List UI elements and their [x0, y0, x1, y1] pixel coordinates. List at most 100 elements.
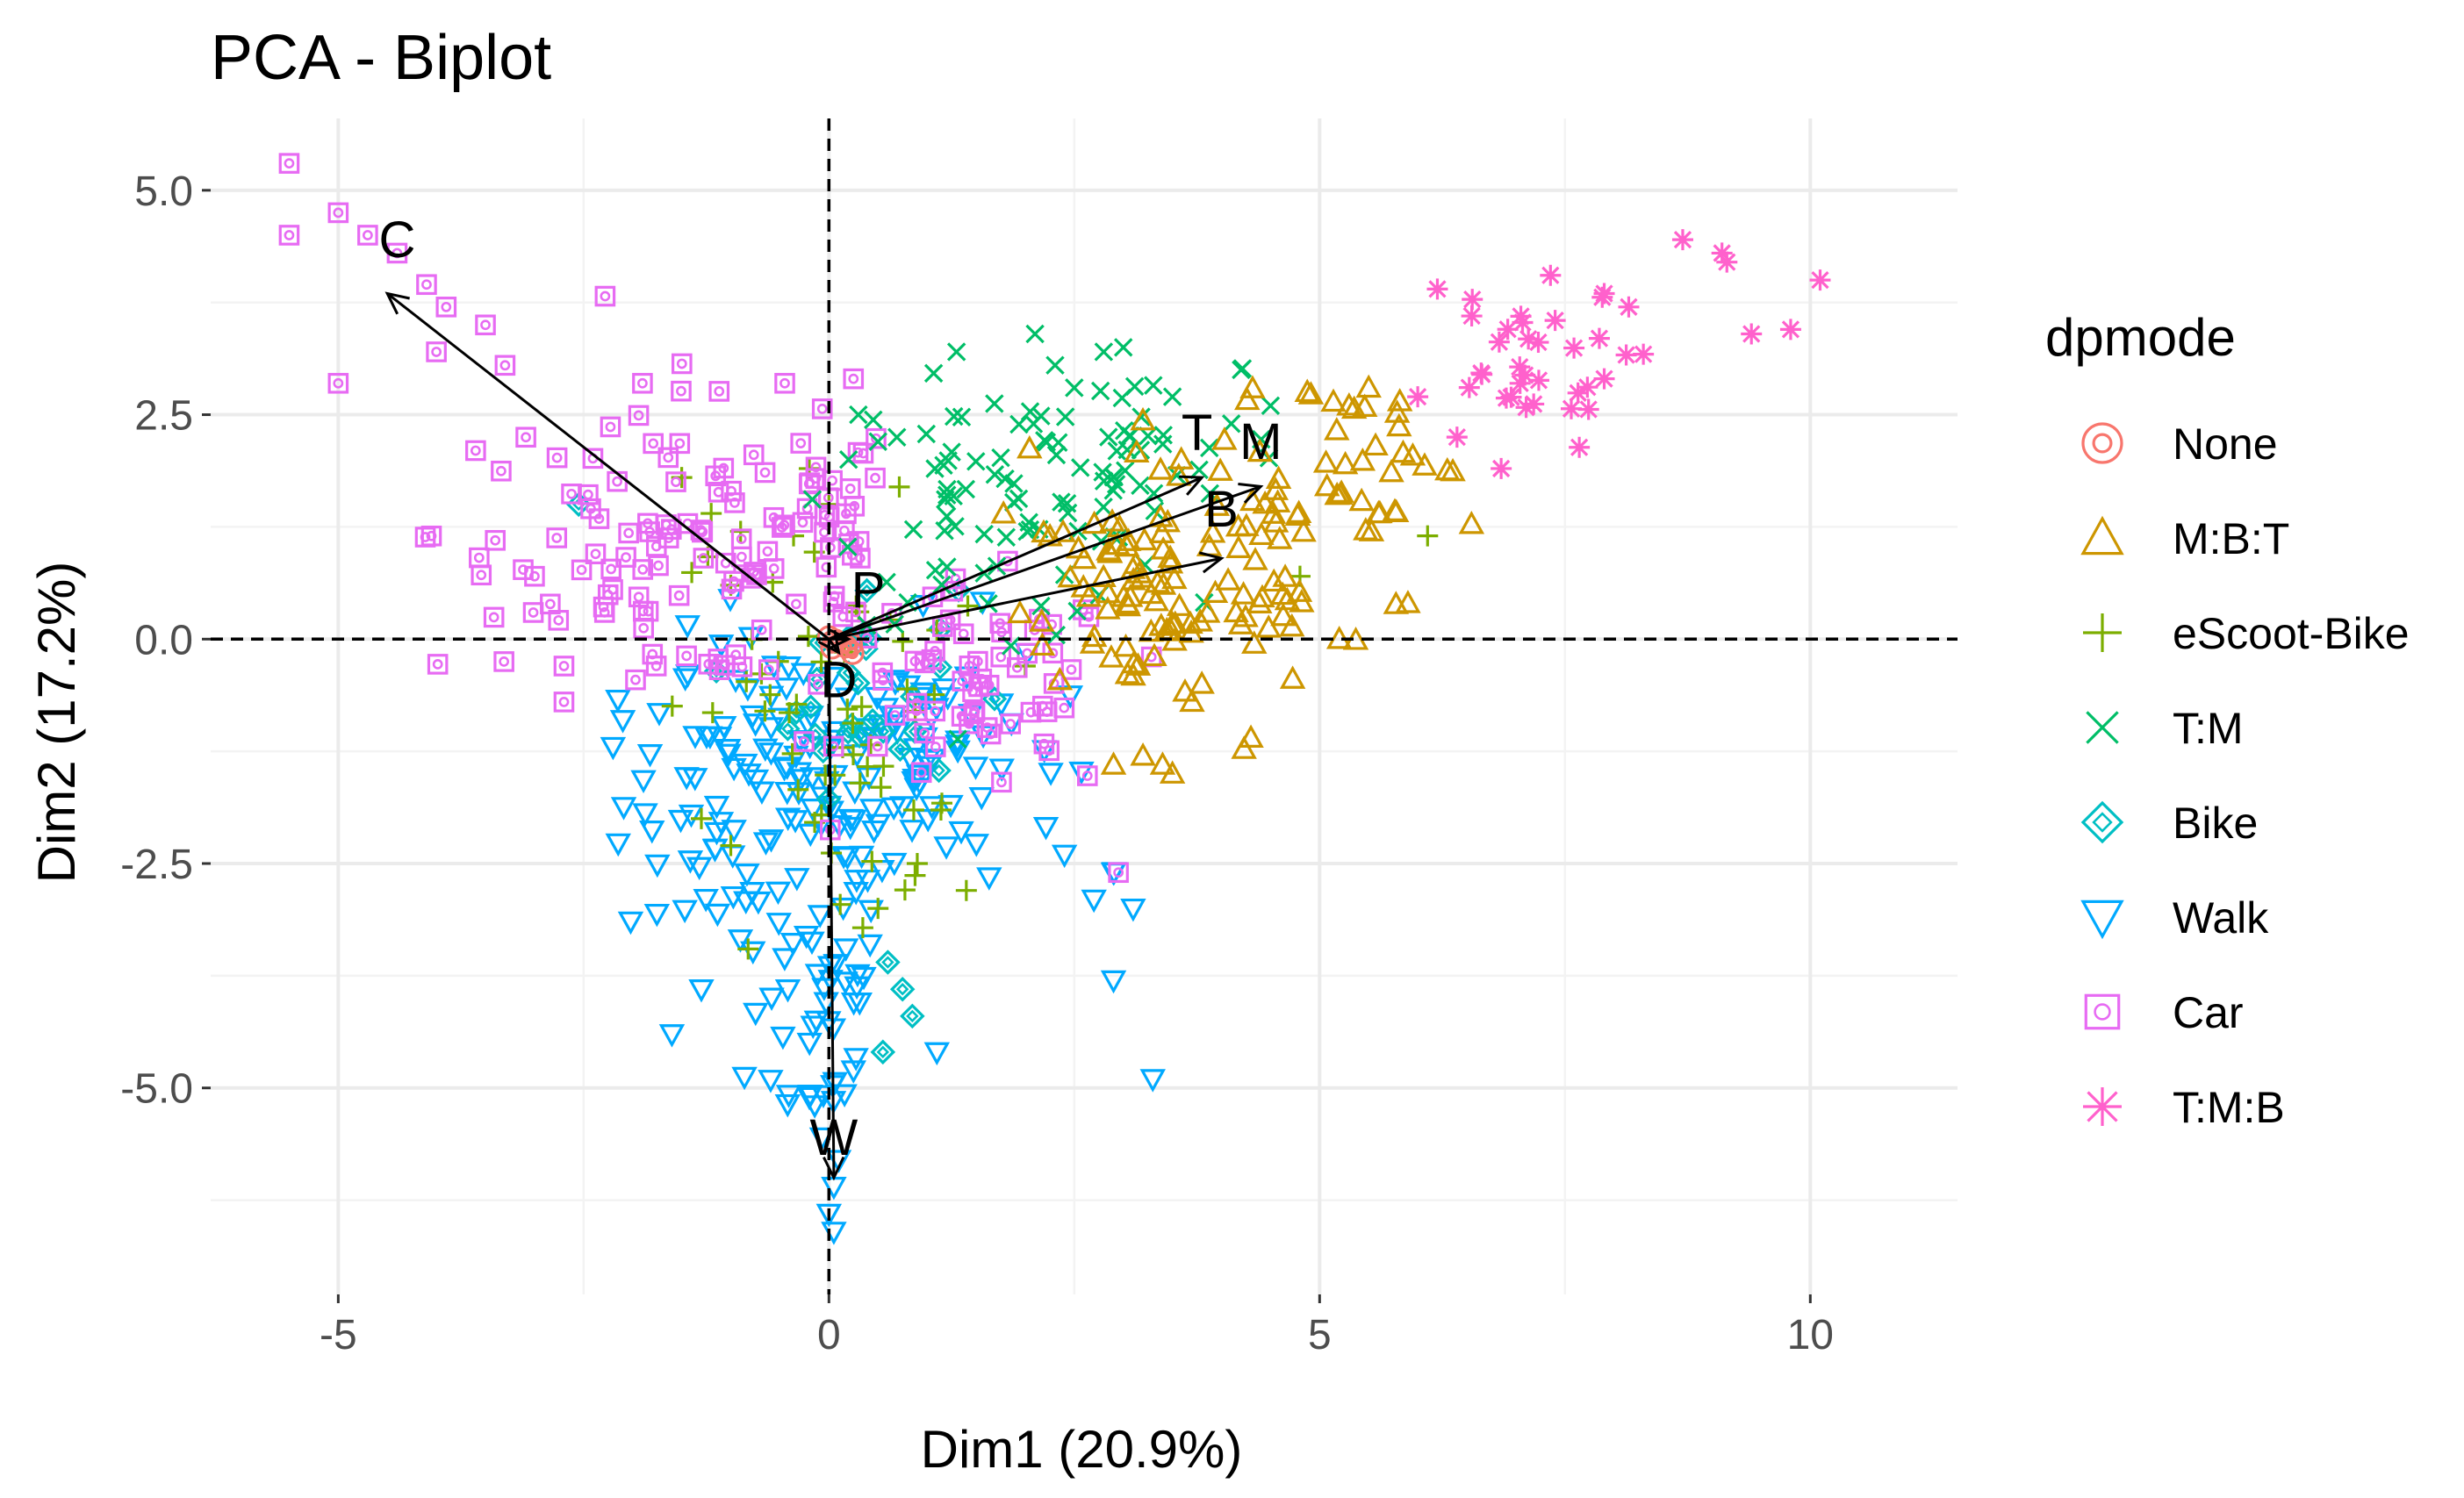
data-point	[1458, 510, 1485, 534]
loading-c-arrow-line	[386, 292, 830, 641]
data-point	[1144, 484, 1164, 503]
data-point	[693, 888, 719, 913]
data-point	[865, 814, 892, 838]
data-point	[1094, 342, 1114, 362]
data-point	[1150, 571, 1177, 595]
data-point	[1272, 563, 1298, 587]
y-tick-label: -2.5	[120, 842, 193, 888]
data-point	[1285, 499, 1312, 523]
data-point	[1353, 517, 1379, 541]
data-point	[701, 702, 723, 724]
data-point	[639, 820, 665, 844]
y-tick-label: 0.0	[134, 617, 193, 663]
data-point	[837, 816, 864, 841]
data-point	[1336, 392, 1362, 416]
data-point	[730, 528, 752, 549]
data-point	[693, 726, 720, 750]
data-point	[1395, 590, 1421, 613]
data-point	[1462, 289, 1483, 311]
data-point	[605, 833, 631, 857]
chart-title: PCA - Biplot	[211, 23, 551, 93]
data-point	[808, 673, 829, 695]
data-point	[571, 559, 593, 581]
data-point	[1147, 504, 1174, 527]
data-point	[426, 341, 447, 362]
data-point	[902, 769, 928, 792]
data-point	[808, 1127, 836, 1151]
data-point	[715, 743, 742, 768]
loading-t-arrow: T	[828, 405, 1212, 641]
data-point	[892, 630, 914, 652]
data-point	[1194, 599, 1221, 623]
x-tick-label: 0	[817, 1312, 841, 1358]
data-point	[327, 202, 349, 224]
data-point	[1252, 429, 1271, 449]
data-point	[858, 799, 886, 822]
data-point	[752, 738, 779, 763]
data-point	[1312, 449, 1340, 473]
data-point	[1426, 278, 1448, 300]
data-point	[811, 398, 833, 419]
data-point	[792, 512, 814, 534]
data-point	[1076, 765, 1098, 786]
data-point	[1100, 970, 1127, 994]
data-point	[435, 297, 457, 318]
data-point	[1038, 740, 1060, 762]
data-point	[830, 897, 857, 921]
data-point	[925, 736, 946, 757]
data-point	[632, 803, 658, 827]
data-point	[945, 730, 971, 754]
data-point	[944, 406, 964, 426]
data-point	[823, 585, 845, 607]
data-point	[657, 447, 679, 469]
data-point	[632, 559, 654, 580]
data-point	[1058, 503, 1078, 523]
data-point	[932, 575, 952, 595]
data-point	[1417, 525, 1439, 547]
data-point	[1540, 264, 1562, 286]
data-point	[800, 1015, 826, 1039]
data-point	[1544, 310, 1566, 332]
data-point	[1328, 479, 1354, 503]
legend-entry-car: Car	[2084, 988, 2244, 1037]
data-point	[1225, 534, 1252, 558]
data-point	[1115, 592, 1142, 617]
data-point	[945, 740, 971, 764]
data-point	[937, 557, 957, 577]
data-point	[703, 795, 730, 820]
data-point	[822, 1072, 848, 1096]
data-point	[1031, 519, 1057, 543]
x-axis-ticks: -5 0 5 10	[320, 1294, 1834, 1358]
data-point	[844, 976, 870, 1000]
data-point	[686, 857, 713, 881]
data-point	[1230, 581, 1257, 605]
data-point	[1248, 521, 1275, 546]
data-point	[844, 964, 871, 988]
data-point	[1113, 338, 1133, 357]
data-point	[990, 500, 1016, 524]
data-point	[743, 444, 765, 466]
data-point	[1090, 563, 1117, 587]
data-point	[1172, 677, 1198, 702]
data-point	[1383, 498, 1410, 522]
data-point	[1006, 656, 1028, 678]
data-point	[465, 440, 486, 462]
data-point	[469, 547, 490, 569]
data-point	[843, 743, 865, 765]
data-point	[1246, 590, 1273, 614]
data-point	[1130, 742, 1156, 766]
data-point	[1187, 608, 1213, 632]
data-point	[1045, 355, 1065, 375]
loading-c-arrow-head	[384, 291, 410, 315]
data-point	[963, 834, 990, 857]
data-point	[842, 713, 864, 735]
data-point	[600, 736, 627, 761]
legend-label: M:B:T	[2173, 514, 2289, 563]
data-point	[1355, 374, 1382, 398]
data-point	[779, 933, 807, 957]
data-point	[1130, 406, 1156, 431]
legend-entry-none: None	[2081, 419, 2278, 469]
y-tick-label: -5.0	[120, 1066, 193, 1113]
data-point	[1138, 580, 1164, 605]
legend-label: Bike	[2173, 799, 2258, 848]
